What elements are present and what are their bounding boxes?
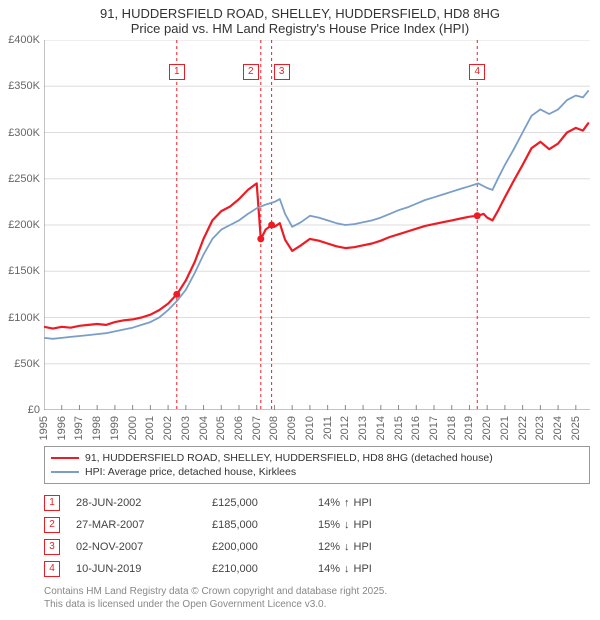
y-axis-tick-label: £150K bbox=[8, 265, 40, 277]
transaction-marker-box: 1 bbox=[169, 64, 185, 80]
y-axis-tick-label: £350K bbox=[8, 80, 40, 92]
arrow-down-icon bbox=[344, 519, 350, 531]
transaction-row: 3 02-NOV-2007 £200,000 12% HPI bbox=[44, 536, 590, 558]
transaction-number-box: 1 bbox=[44, 495, 60, 511]
x-axis-tick-label: 2014 bbox=[375, 416, 387, 440]
transaction-row: 2 27-MAR-2007 £185,000 15% HPI bbox=[44, 514, 590, 536]
chart-title: 91, HUDDERSFIELD ROAD, SHELLEY, HUDDERSF… bbox=[0, 0, 600, 40]
transactions-table: 1 28-JUN-2002 £125,000 14% HPI 2 27-MAR-2007 £… bbox=[44, 492, 590, 580]
legend: 91, HUDDERSFIELD ROAD, SHELLEY, HUDDERSF… bbox=[44, 446, 590, 484]
x-axis-tick-label: 1995 bbox=[38, 416, 50, 440]
chart-plot-area: £0£50K£100K£150K£200K£250K£300K£350K£400… bbox=[44, 40, 590, 410]
y-axis-tick-label: £50K bbox=[14, 358, 40, 370]
transaction-marker-box: 3 bbox=[274, 64, 290, 80]
transaction-price: £200,000 bbox=[212, 541, 302, 553]
transaction-number-box: 4 bbox=[44, 561, 60, 577]
x-axis-tick-label: 2009 bbox=[286, 416, 298, 440]
x-axis-tick-label: 2021 bbox=[499, 416, 511, 440]
x-axis-tick-label: 2003 bbox=[180, 416, 192, 440]
transaction-price: £185,000 bbox=[212, 519, 302, 531]
transaction-marker-box: 2 bbox=[243, 64, 259, 80]
y-axis-tick-label: £400K bbox=[8, 34, 40, 46]
transaction-date: 10-JUN-2019 bbox=[76, 563, 196, 575]
legend-swatch bbox=[51, 457, 79, 459]
y-axis-tick-label: £200K bbox=[8, 219, 40, 231]
y-axis-tick-label: £300K bbox=[8, 127, 40, 139]
x-axis-tick-label: 2025 bbox=[570, 416, 582, 440]
transaction-delta: 14% HPI bbox=[318, 497, 428, 509]
transaction-marker-box: 4 bbox=[469, 64, 485, 80]
x-axis-tick-label: 2008 bbox=[268, 416, 280, 440]
x-axis-tick-label: 2013 bbox=[357, 416, 369, 440]
transaction-date: 28-JUN-2002 bbox=[76, 497, 196, 509]
arrow-up-icon bbox=[344, 497, 350, 509]
transaction-price: £210,000 bbox=[212, 563, 302, 575]
x-axis-tick-label: 1999 bbox=[109, 416, 121, 440]
x-axis-tick-label: 2019 bbox=[463, 416, 475, 440]
legend-swatch bbox=[51, 471, 79, 473]
x-axis-tick-label: 2018 bbox=[446, 416, 458, 440]
legend-item: 91, HUDDERSFIELD ROAD, SHELLEY, HUDDERSF… bbox=[51, 451, 583, 465]
legend-label: 91, HUDDERSFIELD ROAD, SHELLEY, HUDDERSF… bbox=[85, 452, 493, 464]
x-axis-tick-label: 2015 bbox=[393, 416, 405, 440]
x-axis-tick-label: 2023 bbox=[534, 416, 546, 440]
chart-svg bbox=[44, 40, 590, 410]
x-axis-tick-label: 2011 bbox=[322, 416, 334, 440]
x-axis-tick-label: 2016 bbox=[410, 416, 422, 440]
x-axis-tick-label: 2006 bbox=[233, 416, 245, 440]
arrow-down-icon bbox=[344, 541, 350, 553]
x-axis-tick-label: 2024 bbox=[552, 416, 564, 440]
title-line-1: 91, HUDDERSFIELD ROAD, SHELLEY, HUDDERSF… bbox=[10, 6, 590, 21]
transaction-delta: 12% HPI bbox=[318, 541, 428, 553]
transaction-delta: 15% HPI bbox=[318, 519, 428, 531]
transaction-price: £125,000 bbox=[212, 497, 302, 509]
x-axis-tick-label: 2010 bbox=[304, 416, 316, 440]
transaction-row: 1 28-JUN-2002 £125,000 14% HPI bbox=[44, 492, 590, 514]
x-axis-tick-label: 2007 bbox=[251, 416, 263, 440]
transaction-number-box: 3 bbox=[44, 539, 60, 555]
legend-label: HPI: Average price, detached house, Kirk… bbox=[85, 466, 296, 478]
x-axis-tick-label: 2022 bbox=[517, 416, 529, 440]
arrow-down-icon bbox=[344, 563, 350, 575]
footer-attribution: Contains HM Land Registry data © Crown c… bbox=[44, 586, 590, 611]
y-axis-tick-label: £100K bbox=[8, 312, 40, 324]
footer-line-1: Contains HM Land Registry data © Crown c… bbox=[44, 586, 590, 599]
transaction-date: 27-MAR-2007 bbox=[76, 519, 196, 531]
x-axis-tick-label: 2020 bbox=[481, 416, 493, 440]
transaction-row: 4 10-JUN-2019 £210,000 14% HPI bbox=[44, 558, 590, 580]
y-axis-tick-label: £0 bbox=[28, 404, 40, 416]
transaction-number-box: 2 bbox=[44, 517, 60, 533]
x-axis-tick-label: 2004 bbox=[198, 416, 210, 440]
x-axis-tick-label: 2012 bbox=[339, 416, 351, 440]
y-axis-tick-label: £250K bbox=[8, 173, 40, 185]
title-line-2: Price paid vs. HM Land Registry's House … bbox=[10, 21, 590, 36]
legend-item: HPI: Average price, detached house, Kirk… bbox=[51, 465, 583, 479]
x-axis-tick-label: 2001 bbox=[144, 416, 156, 440]
x-axis-tick-label: 1996 bbox=[56, 416, 68, 440]
x-axis-tick-label: 1997 bbox=[73, 416, 85, 440]
footer-line-2: This data is licensed under the Open Gov… bbox=[44, 599, 590, 612]
chart-container: { "title": { "line1": "91, HUDDERSFIELD … bbox=[0, 0, 600, 611]
x-axis-tick-label: 2017 bbox=[428, 416, 440, 440]
transaction-delta: 14% HPI bbox=[318, 563, 428, 575]
transaction-date: 02-NOV-2007 bbox=[76, 541, 196, 553]
x-axis-tick-label: 2005 bbox=[215, 416, 227, 440]
x-axis-tick-label: 2002 bbox=[162, 416, 174, 440]
x-axis-tick-label: 2000 bbox=[127, 416, 139, 440]
x-axis-tick-label: 1998 bbox=[91, 416, 103, 440]
